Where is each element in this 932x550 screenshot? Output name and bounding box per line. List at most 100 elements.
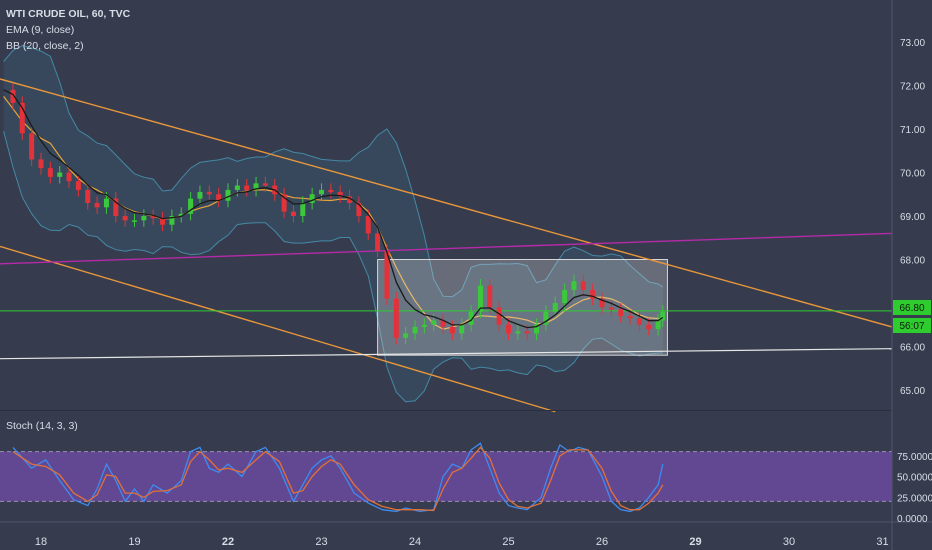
candle-up[interactable] bbox=[543, 311, 549, 325]
candle-down[interactable] bbox=[646, 324, 652, 330]
price-badge-label: 56:07 bbox=[899, 321, 924, 332]
price-pane[interactable] bbox=[0, 44, 893, 413]
stoch-k-line[interactable] bbox=[12, 442, 664, 513]
candle-up[interactable] bbox=[421, 324, 427, 327]
candle-up[interactable] bbox=[534, 324, 540, 334]
stoch-band-fill bbox=[0, 451, 892, 502]
time-tick-label: 29 bbox=[689, 536, 701, 548]
time-tick-label: 26 bbox=[596, 536, 608, 548]
candle-down[interactable] bbox=[636, 318, 642, 325]
candle-down[interactable] bbox=[113, 198, 119, 216]
stoch-legend[interactable]: Stoch (14, 3, 3) bbox=[6, 420, 78, 432]
time-tick-label: 25 bbox=[502, 536, 514, 548]
candle-up[interactable] bbox=[309, 194, 315, 203]
channel-lower-line[interactable] bbox=[0, 245, 556, 413]
candle-up[interactable] bbox=[319, 189, 324, 195]
candle-down[interactable] bbox=[599, 298, 605, 308]
candle-down[interactable] bbox=[47, 168, 53, 177]
candle-down[interactable] bbox=[608, 307, 614, 310]
candle-up[interactable] bbox=[515, 331, 521, 334]
ema-legend[interactable]: EMA (9, close) bbox=[6, 24, 74, 36]
candle-down[interactable] bbox=[337, 192, 343, 197]
candle-up[interactable] bbox=[552, 303, 558, 312]
candle-up[interactable] bbox=[197, 192, 203, 199]
candle-down[interactable] bbox=[365, 216, 371, 234]
candle-up[interactable] bbox=[225, 189, 231, 201]
candle-down[interactable] bbox=[440, 320, 446, 327]
candle-down[interactable] bbox=[66, 172, 72, 182]
candle-down[interactable] bbox=[356, 202, 362, 216]
candle-up[interactable] bbox=[178, 213, 184, 216]
bb-legend[interactable]: BB (20, close, 2) bbox=[6, 40, 84, 52]
stoch-d-line[interactable] bbox=[12, 446, 664, 512]
candle-up[interactable] bbox=[655, 320, 661, 330]
bb-upper-line[interactable] bbox=[3, 44, 664, 298]
time-tick-label: 23 bbox=[315, 536, 327, 548]
candle-up[interactable] bbox=[468, 311, 474, 325]
candle-down[interactable] bbox=[244, 185, 250, 190]
candle-down[interactable] bbox=[524, 331, 530, 334]
candle-down[interactable] bbox=[281, 194, 287, 212]
price-tick-label: 69.00 bbox=[900, 212, 925, 223]
candle-down[interactable] bbox=[347, 196, 353, 203]
candle-up[interactable] bbox=[459, 324, 465, 334]
stoch-pane[interactable] bbox=[0, 442, 892, 513]
candle-up[interactable] bbox=[300, 202, 306, 216]
support-line[interactable] bbox=[0, 348, 893, 360]
symbol-legend[interactable]: WTI CRUDE OIL, 60, TVC bbox=[6, 8, 130, 20]
price-tick-label: 65.00 bbox=[900, 386, 925, 397]
candle-up[interactable] bbox=[660, 311, 666, 321]
candle-down[interactable] bbox=[449, 326, 455, 334]
bb-lower-line[interactable] bbox=[3, 131, 663, 403]
magenta-trend-line[interactable] bbox=[0, 232, 893, 265]
candle-up[interactable] bbox=[253, 183, 259, 190]
time-tick-label: 22 bbox=[222, 536, 234, 548]
candle-up[interactable] bbox=[169, 216, 175, 225]
candle-down[interactable] bbox=[85, 189, 91, 203]
ema-line[interactable] bbox=[3, 89, 664, 329]
candle-up[interactable] bbox=[477, 285, 483, 312]
range-box[interactable] bbox=[377, 259, 668, 356]
candle-down[interactable] bbox=[590, 289, 596, 299]
candle-down[interactable] bbox=[262, 183, 268, 186]
candle-up[interactable] bbox=[141, 216, 147, 221]
candle-up[interactable] bbox=[403, 333, 409, 338]
candle-down[interactable] bbox=[216, 194, 222, 201]
candle-down[interactable] bbox=[618, 309, 624, 317]
candle-down[interactable] bbox=[580, 281, 586, 290]
candle-up[interactable] bbox=[234, 185, 240, 190]
candle-up[interactable] bbox=[412, 326, 418, 334]
candle-down[interactable] bbox=[206, 192, 212, 195]
candle-down[interactable] bbox=[375, 233, 381, 251]
price-badge bbox=[893, 300, 931, 315]
candle-up[interactable] bbox=[562, 289, 568, 303]
channel-upper-line[interactable] bbox=[0, 78, 893, 328]
candle-down[interactable] bbox=[290, 211, 296, 216]
candle-down[interactable] bbox=[38, 159, 44, 169]
candle-down[interactable] bbox=[29, 133, 35, 160]
candle-down[interactable] bbox=[160, 218, 166, 225]
candle-down[interactable] bbox=[150, 216, 156, 219]
candle-up[interactable] bbox=[431, 320, 437, 325]
candle-down[interactable] bbox=[122, 216, 128, 221]
candle-up[interactable] bbox=[57, 172, 63, 177]
candle-down[interactable] bbox=[10, 89, 16, 103]
candle-up[interactable] bbox=[103, 198, 109, 208]
time-tick-label: 19 bbox=[128, 536, 140, 548]
candle-down[interactable] bbox=[384, 250, 390, 299]
candle-down[interactable] bbox=[506, 324, 511, 334]
candle-down[interactable] bbox=[94, 202, 100, 208]
time-tick-label: 31 bbox=[876, 536, 888, 548]
candle-up[interactable] bbox=[132, 220, 137, 222]
candle-down[interactable] bbox=[487, 285, 493, 308]
candle-up[interactable] bbox=[571, 281, 577, 290]
candle-down[interactable] bbox=[627, 316, 633, 319]
candle-down[interactable] bbox=[496, 307, 502, 325]
candle-down[interactable] bbox=[75, 181, 81, 190]
candle-down[interactable] bbox=[328, 189, 334, 193]
candle-up[interactable] bbox=[188, 198, 194, 214]
candle-down[interactable] bbox=[393, 298, 399, 338]
candle-down[interactable] bbox=[19, 102, 25, 134]
